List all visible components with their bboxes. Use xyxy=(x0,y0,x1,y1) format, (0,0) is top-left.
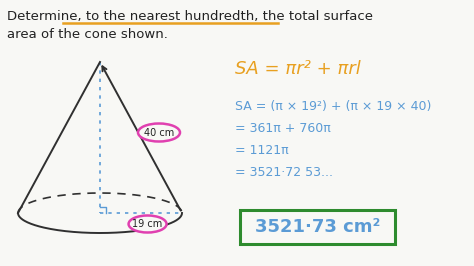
Ellipse shape xyxy=(128,215,166,232)
FancyBboxPatch shape xyxy=(240,210,395,244)
Text: SA = πr² + πrl: SA = πr² + πrl xyxy=(235,60,361,78)
Text: Determine, to the nearest hundredth, the total surface: Determine, to the nearest hundredth, the… xyxy=(7,10,373,23)
Text: 3521·73 cm²: 3521·73 cm² xyxy=(255,218,380,236)
Text: = 361π + 760π: = 361π + 760π xyxy=(235,122,331,135)
Text: 40 cm: 40 cm xyxy=(144,127,174,138)
Text: area of the cone shown.: area of the cone shown. xyxy=(7,28,168,41)
Text: 19 cm: 19 cm xyxy=(132,219,163,229)
Text: = 1121π: = 1121π xyxy=(235,144,289,157)
Ellipse shape xyxy=(138,123,180,142)
Text: SA = (π × 19²) + (π × 19 × 40): SA = (π × 19²) + (π × 19 × 40) xyxy=(235,100,431,113)
Text: = 3521·72 53...: = 3521·72 53... xyxy=(235,166,333,179)
